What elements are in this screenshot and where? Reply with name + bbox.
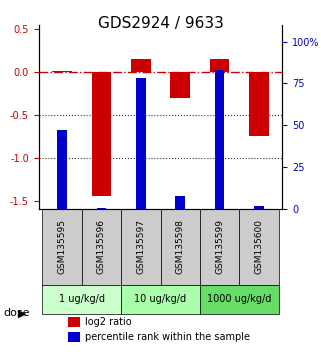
Text: GSM135600: GSM135600 xyxy=(254,219,263,274)
FancyBboxPatch shape xyxy=(200,209,239,285)
Text: log2 ratio: log2 ratio xyxy=(85,317,132,327)
Bar xyxy=(170,72,190,98)
Bar xyxy=(249,72,269,136)
Text: GSM135599: GSM135599 xyxy=(215,219,224,274)
FancyBboxPatch shape xyxy=(42,209,82,285)
Bar xyxy=(136,79,146,209)
Text: 1 ug/kg/d: 1 ug/kg/d xyxy=(59,295,105,304)
Bar xyxy=(215,70,224,209)
Text: 1000 ug/kg/d: 1000 ug/kg/d xyxy=(207,295,271,304)
FancyBboxPatch shape xyxy=(82,209,121,285)
FancyBboxPatch shape xyxy=(200,285,279,314)
Bar xyxy=(254,206,264,209)
FancyBboxPatch shape xyxy=(121,209,160,285)
FancyBboxPatch shape xyxy=(160,209,200,285)
FancyBboxPatch shape xyxy=(121,285,200,314)
Text: GSM135596: GSM135596 xyxy=(97,219,106,274)
Bar xyxy=(97,207,106,209)
Bar xyxy=(57,130,67,209)
Text: ▶: ▶ xyxy=(18,308,26,318)
Text: GDS2924 / 9633: GDS2924 / 9633 xyxy=(98,16,223,31)
FancyBboxPatch shape xyxy=(239,209,279,285)
Text: dose: dose xyxy=(3,308,30,318)
Text: GSM135595: GSM135595 xyxy=(58,219,67,274)
Bar xyxy=(52,71,72,72)
FancyBboxPatch shape xyxy=(42,285,121,314)
Text: 10 ug/kg/d: 10 ug/kg/d xyxy=(134,295,187,304)
Text: GSM135598: GSM135598 xyxy=(176,219,185,274)
Text: GSM135597: GSM135597 xyxy=(136,219,145,274)
Bar xyxy=(91,72,111,196)
Text: percentile rank within the sample: percentile rank within the sample xyxy=(85,332,250,342)
Bar xyxy=(175,196,185,209)
Bar xyxy=(68,332,80,342)
Bar xyxy=(68,317,80,327)
Bar xyxy=(131,59,151,72)
Bar xyxy=(210,59,230,72)
